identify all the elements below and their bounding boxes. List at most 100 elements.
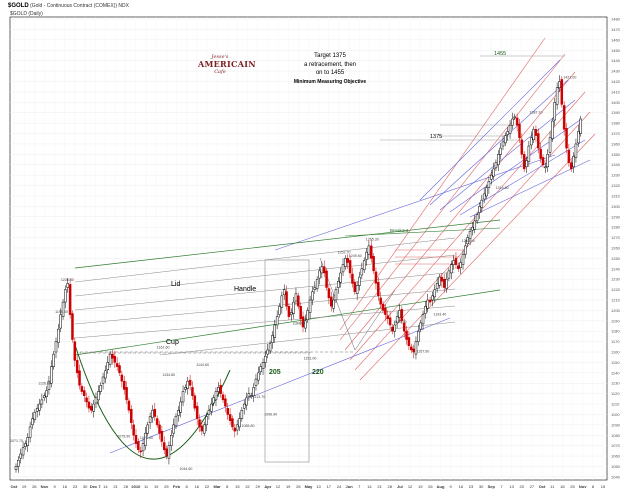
label-1375: 1375 [430, 134, 442, 140]
candle-body [118, 365, 121, 374]
candle-body [210, 403, 213, 412]
x-tick-label: 9 [54, 484, 57, 489]
candle-body [499, 147, 502, 155]
y-tick-label: 1100 [611, 412, 620, 417]
candle-body [318, 270, 321, 279]
candle-body [26, 437, 30, 446]
candle-body [170, 435, 173, 446]
y-tick-label: 1040 [611, 474, 621, 479]
candle-body [115, 363, 119, 367]
candle-body [144, 432, 147, 446]
candle-body [287, 305, 291, 317]
candle-body [14, 466, 18, 470]
candle-body [177, 410, 180, 416]
candle-body [374, 271, 378, 284]
candle-body [106, 362, 110, 370]
candle-body [134, 435, 138, 444]
x-tick-label: 24 [337, 484, 342, 489]
candle-body [466, 237, 469, 245]
y-tick-label: 1080 [611, 433, 621, 438]
x-tick-label: 11 [144, 484, 149, 489]
candle-body [381, 303, 385, 311]
price-label: 1226.40 [61, 278, 74, 282]
x-tick-label: 15 [601, 484, 606, 489]
label-205: 205 [269, 369, 281, 376]
candle-body [45, 390, 48, 398]
price-label: 1421.00 [563, 75, 576, 79]
candle-body [268, 343, 272, 352]
price-label: 1144.60 [196, 363, 209, 367]
candle-body [40, 399, 44, 405]
candle-body [122, 380, 126, 390]
candles [14, 75, 582, 473]
label-1455: 1455 [494, 51, 506, 57]
candle-body [38, 403, 41, 411]
candle-body [235, 424, 239, 431]
candle-body [537, 133, 540, 149]
candle-body [205, 416, 208, 426]
x-tick-label: 8 [186, 484, 189, 489]
candle-body [200, 425, 204, 432]
price-label: 1161.60 [157, 345, 170, 349]
candle-body [504, 135, 507, 144]
candle-body [35, 407, 39, 412]
candle-body [337, 281, 340, 288]
candle-body [548, 137, 552, 153]
symbol-label: $GOLD [8, 3, 29, 9]
x-tick-label: 19 [154, 484, 159, 489]
x-tick-label: 30 [83, 484, 88, 489]
candle-body [362, 260, 366, 271]
candle-body [527, 145, 531, 162]
x-tick-label: 14 [103, 484, 108, 489]
candle-body [492, 168, 495, 177]
candle-body [240, 410, 244, 419]
candle-body [184, 387, 187, 390]
candle-body [151, 410, 154, 418]
candle-body [480, 199, 484, 208]
candle-body [419, 322, 422, 330]
candle-body [506, 131, 509, 135]
candle-body [433, 289, 437, 298]
candle-body [355, 285, 359, 295]
price-label: 1314.60 [496, 186, 509, 190]
target-line1: Target 1375 [314, 53, 346, 59]
x-axis-ticks: Oct 19 26 Nov 9 16 23 30 Dec 7 14 21 28 2010 11 19 25 Fe… [11, 484, 606, 489]
candle-body [414, 341, 418, 355]
candle-body [179, 401, 182, 413]
candle-body [386, 315, 389, 319]
candle-body [221, 394, 225, 401]
x-tick-label: Feb [173, 484, 181, 489]
candle-body [162, 442, 166, 451]
candle-body [59, 314, 62, 329]
price-label: 1113.70 [253, 395, 265, 399]
candle-body [130, 408, 133, 424]
candle-body [412, 348, 415, 353]
candle-body [261, 362, 265, 369]
y-tick-label: 1290 [611, 214, 621, 219]
candle-body [259, 366, 262, 373]
lid-label: Lid [171, 281, 180, 288]
candle-body [111, 353, 114, 359]
x-tick-label: Nov [41, 484, 49, 489]
y-tick-label: 1130 [611, 381, 620, 386]
candle-body [282, 289, 286, 296]
candle-body [198, 419, 201, 428]
y-tick-label: 1210 [611, 298, 621, 303]
x-tick-label: 25 [164, 484, 169, 489]
y-tick-label: 1320 [611, 183, 621, 188]
x-tick-label: May [305, 484, 314, 489]
candle-body [475, 214, 479, 222]
candle-body [459, 262, 462, 268]
candle-body [522, 154, 526, 170]
candle-body [426, 299, 429, 309]
candle-body [572, 156, 575, 168]
candle-body [148, 416, 152, 424]
x-tick-label: Dec 7 [90, 484, 101, 489]
candle-body [348, 260, 352, 274]
price-label: 1085.80 [242, 424, 255, 428]
candle-body [193, 395, 197, 409]
candle-body [137, 441, 140, 451]
candle-body [188, 379, 192, 386]
x-tick-label: 11 [550, 484, 555, 489]
candle-body [400, 309, 404, 322]
